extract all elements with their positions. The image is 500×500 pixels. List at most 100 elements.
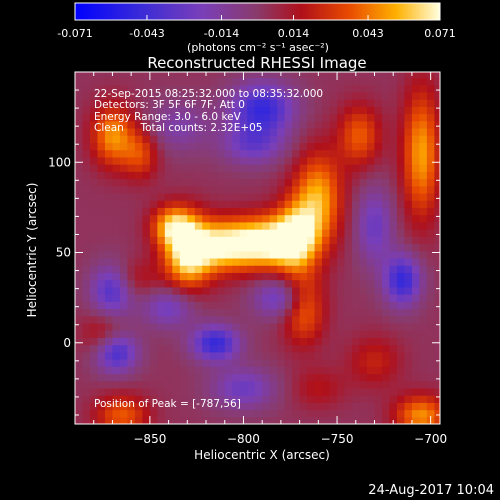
heatmap-cell: [262, 359, 271, 367]
heatmap-cell: [149, 395, 158, 403]
heatmap-cell: [142, 373, 151, 382]
heatmap-cell: [254, 91, 263, 100]
heatmap-cell: [134, 164, 143, 172]
heatmap-cell: [337, 221, 346, 230]
heatmap-cell: [104, 72, 114, 79]
heatmap-cell: [239, 164, 248, 172]
heatmap-cell: [119, 416, 129, 424]
heatmap-cell: [89, 142, 99, 151]
heatmap-cell: [307, 330, 316, 338]
heatmap-cell: [134, 127, 143, 136]
heatmap-cell: [209, 178, 218, 187]
heatmap-cell: [396, 171, 406, 180]
heatmap-cell: [352, 337, 361, 346]
heatmap-cell: [262, 91, 271, 100]
heatmap-cell: [404, 416, 413, 424]
heatmap-cell: [411, 286, 421, 295]
heatmap-cell: [381, 294, 391, 302]
heatmap-cell: [187, 359, 196, 367]
colorbar-tick-label: 0.043: [352, 27, 384, 40]
heatmap-cell: [352, 294, 361, 302]
heatmap-cell: [434, 257, 440, 266]
heatmap-cell: [426, 359, 435, 367]
heatmap-cell: [187, 294, 196, 302]
heatmap-cell: [292, 142, 301, 151]
heatmap-cell: [254, 272, 263, 281]
heatmap-cell: [194, 214, 203, 223]
heatmap-cell: [119, 178, 129, 187]
heatmap-cell: [404, 229, 413, 237]
heatmap-cell: [307, 387, 316, 396]
heatmap-cell: [389, 221, 398, 230]
heatmap-cell: [307, 120, 316, 129]
heatmap-cell: [277, 272, 286, 281]
heatmap-cell: [119, 99, 129, 107]
heatmap-cell: [82, 164, 91, 172]
heatmap-cell: [149, 200, 158, 208]
heatmap-cell: [299, 221, 308, 230]
annotation-energy-range: Energy Range: 3.0 - 6.0 keV: [94, 111, 242, 123]
heatmap-cell: [254, 171, 263, 180]
heatmap-cell: [217, 243, 226, 252]
heatmap-cell: [172, 409, 181, 418]
heatmap-cell: [269, 164, 278, 172]
heatmap-cell: [389, 185, 398, 194]
heatmap-cell: [404, 135, 413, 143]
heatmap-cell: [119, 308, 129, 317]
heatmap-cell: [434, 229, 440, 237]
heatmap-cell: [75, 142, 84, 151]
heatmap-cell: [232, 106, 241, 115]
heatmap-cell: [187, 409, 196, 418]
heatmap-cell: [396, 120, 406, 129]
heatmap-cell: [217, 380, 226, 389]
heatmap-cell: [426, 77, 435, 86]
heatmap-cell: [179, 142, 188, 151]
heatmap-cell: [374, 294, 383, 302]
heatmap-cell: [307, 164, 316, 172]
heatmap-cell: [157, 409, 166, 418]
heatmap-cell: [179, 359, 188, 367]
heatmap-cell: [224, 243, 233, 252]
heatmap-cell: [119, 301, 129, 310]
heatmap-cell: [209, 373, 218, 382]
heatmap-cell: [284, 308, 293, 317]
heatmap-cell: [389, 409, 398, 418]
heatmap-cell: [172, 185, 181, 194]
heatmap-cell: [232, 149, 241, 158]
heatmap-cell: [314, 142, 323, 151]
heatmap-cell: [322, 171, 331, 180]
heatmap-cell: [419, 373, 428, 382]
heatmap-cell: [97, 402, 106, 411]
heatmap-cell: [389, 149, 398, 158]
heatmap-cell: [82, 315, 91, 324]
heatmap-cell: [277, 192, 286, 201]
heatmap-cell: [134, 344, 143, 353]
heatmap-cell: [284, 265, 293, 273]
heatmap-cell: [269, 207, 278, 216]
heatmap-cell: [419, 351, 428, 360]
heatmap-cell: [262, 229, 271, 237]
heatmap-cell: [224, 72, 233, 79]
heatmap-cell: [307, 185, 316, 194]
heatmap-cell: [209, 99, 218, 107]
heatmap-cell: [142, 229, 151, 237]
heatmap-cell: [367, 135, 376, 143]
heatmap-cell: [82, 344, 91, 353]
heatmap-cell: [209, 366, 218, 375]
heatmap-cell: [142, 402, 151, 411]
heatmap-cell: [337, 286, 346, 295]
heatmap-cell: [127, 387, 136, 396]
heatmap-cell: [262, 243, 271, 252]
heatmap-cell: [97, 308, 106, 317]
heatmap-cell: [389, 229, 398, 237]
heatmap-cell: [75, 344, 84, 353]
heatmap-cell: [374, 236, 383, 245]
heatmap-cell: [239, 171, 248, 180]
heatmap-cell: [292, 236, 301, 245]
heatmap-cell: [202, 229, 211, 237]
heatmap-cell: [142, 156, 151, 165]
heatmap-cell: [104, 416, 114, 424]
heatmap-cell: [277, 250, 286, 259]
heatmap-cell: [232, 77, 241, 86]
heatmap-cell: [359, 149, 368, 158]
